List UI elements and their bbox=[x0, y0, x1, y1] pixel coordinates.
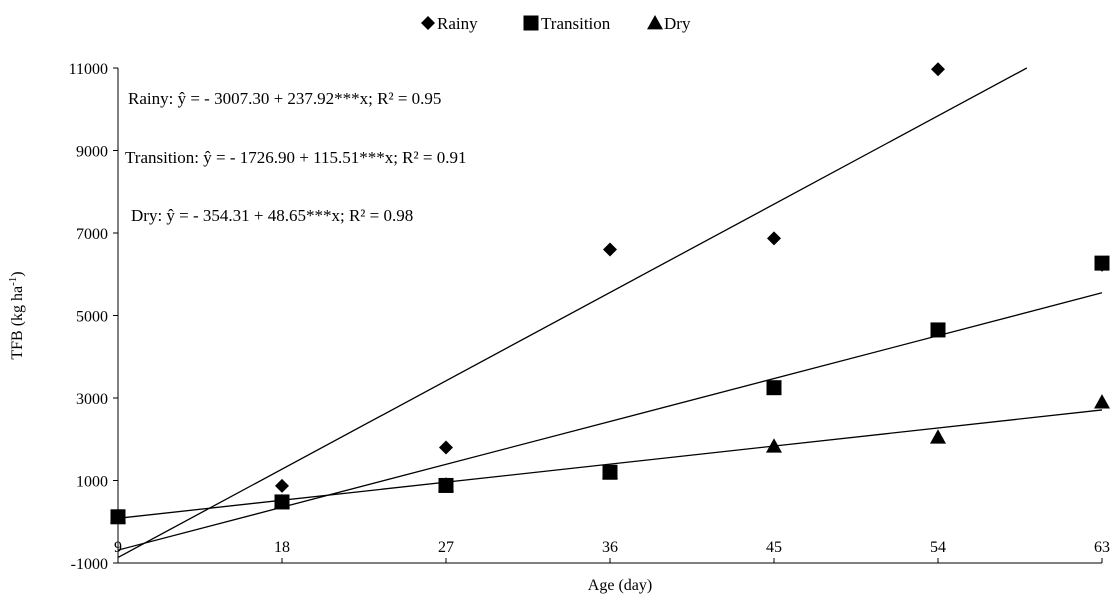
trend-line-transition bbox=[117, 292, 1103, 551]
x-tick-label: 63 bbox=[1094, 539, 1110, 556]
y-axis-title-main: TFB (kg ha bbox=[9, 286, 26, 360]
transition-data-point bbox=[1094, 255, 1110, 271]
y-axis-title: TFB (kg ha-1) bbox=[7, 271, 26, 359]
trend-line-rainy bbox=[117, 67, 1028, 559]
y-axis-title-superscript: -1 bbox=[7, 277, 19, 286]
x-tick-label: 27 bbox=[438, 539, 454, 556]
legend-label-rainy: Rainy bbox=[437, 14, 478, 33]
legend-marker-rainy bbox=[421, 16, 435, 30]
x-axis-title: Age (day) bbox=[588, 577, 652, 594]
legend-marker-dry bbox=[647, 15, 663, 30]
y-tick-label: 7000 bbox=[76, 226, 108, 243]
legend-label-dry: Dry bbox=[664, 14, 691, 33]
axes: -1000 1000 3000 5000 7000 9000 11000 9 18 27 36 45 5… bbox=[69, 61, 1110, 573]
x-tick-label: 45 bbox=[766, 539, 782, 556]
transition-data-point bbox=[766, 380, 782, 396]
legend: Rainy Transition Dry bbox=[421, 14, 691, 33]
rainy-data-point bbox=[439, 440, 453, 455]
rainy-data-point bbox=[275, 478, 289, 493]
dry-data-point bbox=[930, 429, 946, 444]
x-tick-label: 54 bbox=[930, 539, 946, 556]
equation-annotation: Transition: ŷ = - 1726.90 + 115.51***x; … bbox=[125, 148, 466, 167]
y-tick-label: 1000 bbox=[76, 474, 108, 491]
transition-data-point bbox=[930, 322, 946, 338]
legend-label-transition: Transition bbox=[541, 14, 611, 33]
dry-data-point bbox=[766, 438, 782, 453]
dry-data-point bbox=[274, 493, 290, 509]
rainy-data-point bbox=[603, 242, 617, 257]
trend-lines bbox=[117, 67, 1103, 559]
dry-data-point bbox=[602, 464, 618, 479]
y-tick-label: 9000 bbox=[76, 144, 108, 161]
legend-marker-transition bbox=[523, 15, 539, 31]
trend-line-dry bbox=[117, 409, 1103, 519]
y-tick-label: 11000 bbox=[69, 61, 108, 78]
dry-data-point bbox=[1094, 394, 1110, 409]
y-tick-label: 3000 bbox=[76, 391, 108, 408]
data-points bbox=[110, 62, 1110, 525]
x-tick-label: 18 bbox=[274, 539, 290, 556]
dry-data-point bbox=[438, 477, 454, 492]
rainy-data-point bbox=[931, 62, 945, 77]
equation-annotations: Rainy: ŷ = - 3007.30 + 237.92***x; R² = … bbox=[125, 89, 466, 225]
x-tick-label: 9 bbox=[114, 539, 122, 556]
y-tick-label: -1000 bbox=[71, 556, 108, 573]
dry-data-point bbox=[110, 508, 126, 524]
rainy-data-point bbox=[767, 231, 781, 246]
y-axis-title-close: ) bbox=[9, 271, 26, 276]
equation-annotation: Rainy: ŷ = - 3007.30 + 237.92***x; R² = … bbox=[128, 89, 441, 108]
x-tick-label: 36 bbox=[602, 539, 618, 556]
y-tick-label: 5000 bbox=[76, 309, 108, 326]
equation-annotation: Dry: ŷ = - 354.31 + 48.65***x; R² = 0.98 bbox=[131, 206, 413, 225]
